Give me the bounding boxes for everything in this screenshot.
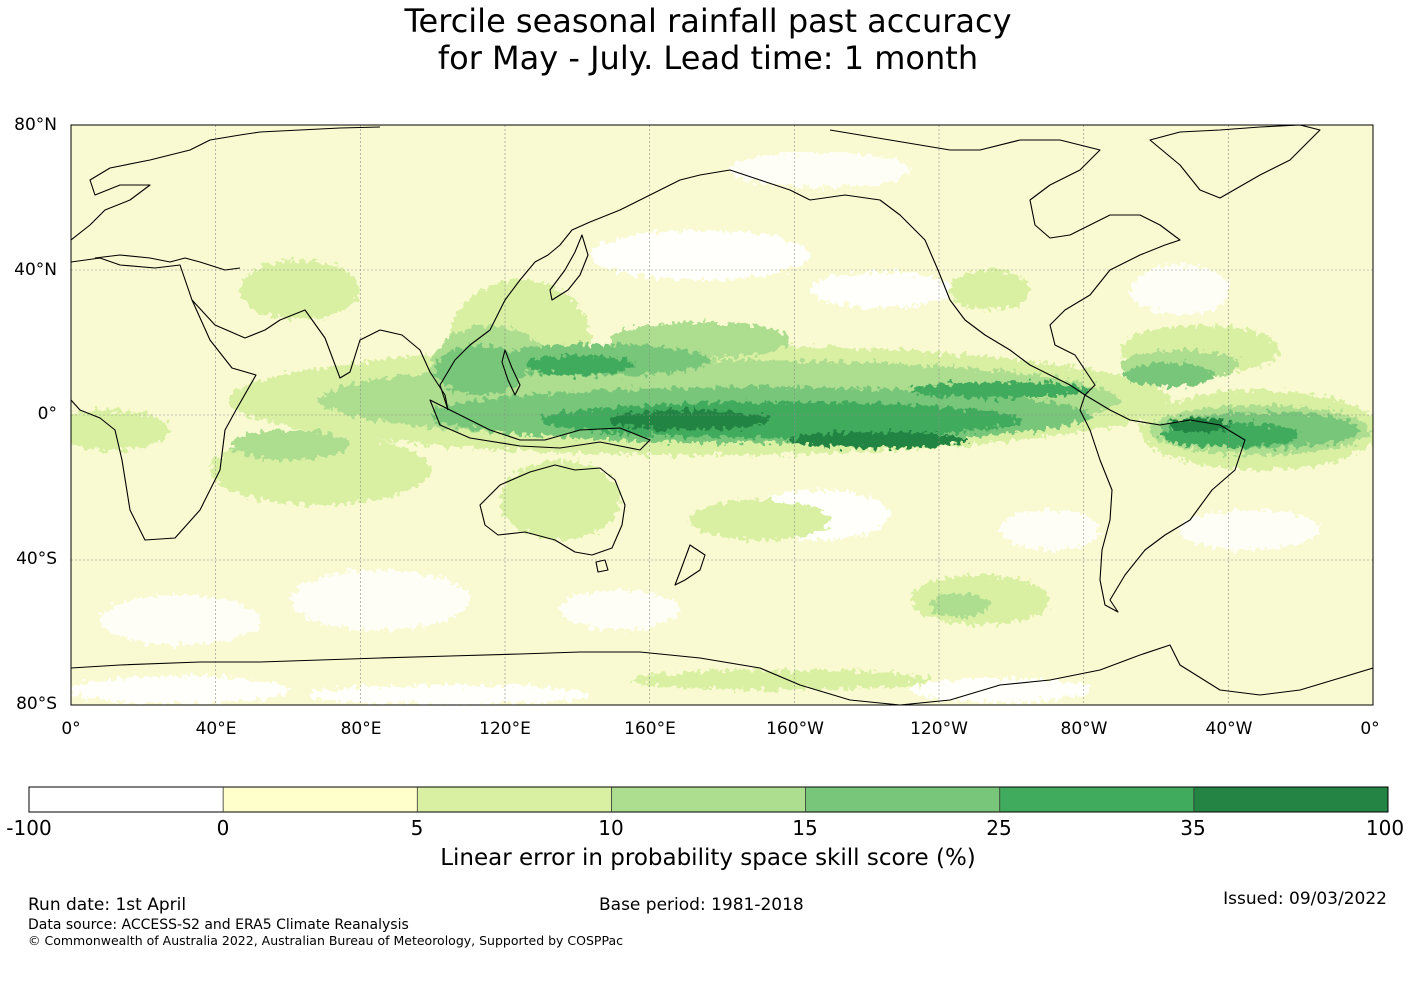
coast-mediterranean (94, 254, 241, 271)
copyright: © Commonwealth of Australia 2022, Austra… (28, 933, 623, 948)
coast-greenland (1149, 125, 1321, 199)
coast-new-zealand (674, 544, 706, 586)
colorbar-tick-15: 15 (792, 816, 818, 840)
lat-label-40n: 40°N (14, 260, 57, 280)
map-frame (70, 124, 1374, 706)
skill-field (71, 152, 1373, 705)
chart-title-line2: for May - July. Lead time: 1 month (437, 39, 979, 77)
colorbar-segment (417, 787, 612, 812)
lon-label-120w: 120°W (910, 719, 968, 739)
colorbar-label: Linear error in probability space skill … (440, 845, 976, 871)
coast-europe (71, 126, 381, 241)
colorbar (28, 786, 1389, 813)
colorbar-segment (29, 787, 224, 812)
lon-label-0-east: 0° (1360, 719, 1380, 739)
run-date: Run date: 1st April (28, 895, 187, 915)
colorbar-segment (611, 787, 807, 812)
colorbar-tick-25: 25 (986, 816, 1012, 840)
coast-tasmania (595, 559, 609, 573)
lat-label-80n: 80°N (14, 115, 57, 135)
colorbar-segment (805, 787, 1001, 812)
data-source: Data source: ACCESS-S2 and ERA5 Climate … (28, 917, 409, 933)
lon-label-160w: 160°W (766, 719, 824, 739)
lon-label-40w: 40°W (1205, 719, 1253, 739)
issued-date: Issued: 09/03/2022 (1223, 889, 1387, 909)
lat-label-equator: 0° (37, 404, 57, 424)
coast-north-america (809, 129, 1181, 396)
coast-africa (71, 257, 257, 541)
coast-arabia-india (191, 299, 449, 411)
coast-indonesia (429, 399, 651, 451)
coast-philippines (501, 349, 521, 396)
colorbar-segment (1193, 787, 1389, 812)
colorbar-tick-10: 10 (598, 816, 624, 840)
lat-label-80s: 80°S (16, 694, 57, 714)
lon-label-160e: 160°E (624, 719, 676, 739)
base-period: Base period: 1981-2018 (599, 895, 804, 915)
lon-label-120e: 120°E (479, 719, 531, 739)
lon-label-80e: 80°E (340, 719, 382, 739)
colorbar-segment (999, 787, 1195, 812)
lon-label-0-west: 0° (61, 719, 81, 739)
coast-antarctica (71, 644, 1373, 705)
colorbar-tick-35: 35 (1180, 816, 1206, 840)
coastlines (71, 125, 1373, 705)
colorbar-segment (223, 787, 418, 812)
coast-south-america (1079, 394, 1246, 613)
lon-label-80w: 80°W (1060, 719, 1108, 739)
coast-japan (549, 234, 589, 301)
coast-australia (479, 464, 626, 556)
colorbar-tick-5: 5 (410, 816, 424, 840)
lat-label-40s: 40°S (16, 549, 57, 569)
map-plot-area (71, 125, 1373, 705)
colorbar-tick-100: 100 (1365, 816, 1405, 840)
coast-east-asia (439, 169, 811, 411)
colorbar-tick-0: 0 (216, 816, 230, 840)
graticule (71, 125, 1373, 705)
very-high-skill-band (610, 410, 1230, 448)
colorbar-frame (28, 786, 1389, 813)
lon-label-40e: 40°E (195, 719, 237, 739)
chart-title-line1: Tercile seasonal rainfall past accuracy (404, 2, 1012, 40)
colorbar-tick-minus100: -100 (6, 816, 52, 840)
